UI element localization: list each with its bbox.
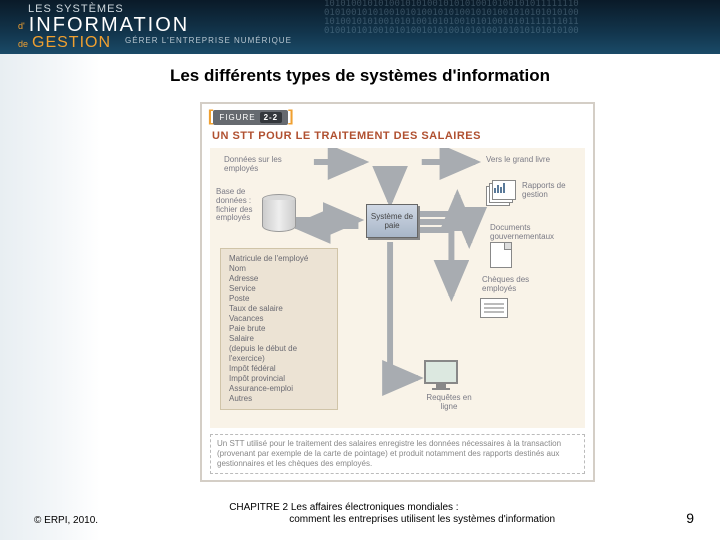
figure-label: FIGURE [219, 113, 255, 122]
field-item: Impôt provincial [229, 374, 329, 384]
copyright: © ERPI, 2010. [34, 515, 98, 526]
field-item: (depuis le début de l'exercice) [229, 344, 329, 364]
logo-line1: LES SYSTÈMES [18, 4, 292, 15]
logo-de: de [18, 40, 28, 49]
diagram-panel: Données sur les employés Base de données… [210, 148, 585, 428]
label-input: Données sur les employés [224, 156, 318, 174]
field-item: Nom [229, 264, 329, 274]
figure-container: [ FIGURE 2-2 ] UN STT POUR LE TRAITEMENT… [200, 102, 595, 482]
center-system-box: Système de paie [366, 204, 418, 238]
database-icon [262, 194, 296, 234]
center-system-label: Système de paie [367, 212, 417, 230]
field-item: Paie brute [229, 324, 329, 334]
field-item: Vacances [229, 314, 329, 324]
page-number: 9 [686, 510, 694, 526]
figure-caption: Un STT utilisé pour le traitement des sa… [210, 434, 585, 474]
chapter-line2: comment les entreprises utilisent les sy… [229, 514, 555, 526]
figure-number: 2-2 [260, 112, 283, 123]
label-cheques: Chèques des employés [482, 276, 562, 294]
side-gradient [0, 54, 100, 540]
header-bar: LES SYSTÈMES d' INFORMATION de GESTION G… [0, 0, 720, 54]
reports-icon [486, 180, 516, 206]
field-item: Adresse [229, 274, 329, 284]
field-item: Service [229, 284, 329, 294]
gov-doc-icon [490, 242, 512, 268]
monitor-icon [424, 360, 458, 390]
field-list-header: Matricule de l'employé [229, 254, 329, 264]
label-online: Requêtes en ligne [424, 394, 474, 412]
field-item: Impôt fédéral [229, 364, 329, 374]
logo-information: INFORMATION [29, 15, 190, 35]
cheque-icon [480, 298, 508, 318]
figure-label-box: FIGURE 2-2 [213, 110, 288, 125]
chapter-label: CHAPITRE 2 Les affaires électroniques mo… [229, 502, 555, 526]
chapter-line1: CHAPITRE 2 Les affaires électroniques mo… [229, 502, 555, 514]
label-db: Base de données : fichier des employés [216, 188, 264, 223]
field-item: Assurance-emploi [229, 384, 329, 394]
slide-title: Les différents types de systèmes d'infor… [0, 66, 720, 86]
label-gov: Documents gouvernementaux [490, 224, 580, 242]
bracket-icon: ] [288, 108, 293, 126]
figure-header: [ FIGURE 2-2 ] [202, 104, 593, 128]
logo-d-prefix: d' [18, 22, 25, 31]
logo-tagline: GÉRER L'ENTREPRISE NUMÉRIQUE [125, 37, 292, 51]
field-list-box: Matricule de l'employé Nom Adresse Servi… [220, 248, 338, 410]
field-item: Poste [229, 294, 329, 304]
field-item: Taux de salaire [229, 304, 329, 314]
logo-gestion: GESTION [32, 35, 111, 51]
label-ledger: Vers le grand livre [486, 156, 576, 165]
figure-title: UN STT POUR LE TRAITEMENT DES SALAIRES [202, 128, 593, 148]
field-item: Salaire [229, 334, 329, 344]
label-reports: Rapports de gestion [522, 182, 578, 200]
footer: © ERPI, 2010. CHAPITRE 2 Les affaires él… [0, 502, 720, 526]
field-item: Autres [229, 394, 329, 404]
logo: LES SYSTÈMES d' INFORMATION de GESTION G… [18, 4, 292, 51]
binary-background: 1010100101010010101001010101001010010101… [324, 0, 720, 54]
